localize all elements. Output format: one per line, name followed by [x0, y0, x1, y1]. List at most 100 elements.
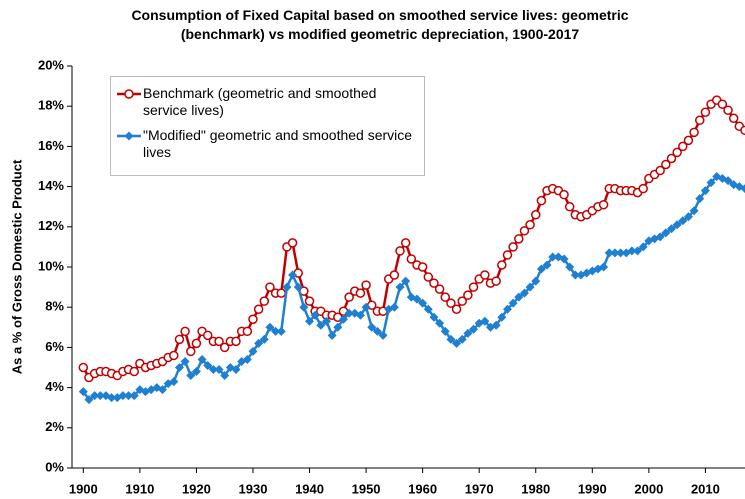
- data-point: [508, 242, 518, 252]
- legend-label: "Modified" geometric and smoothed servic…: [143, 127, 413, 160]
- data-point: [429, 312, 439, 322]
- data-point: [604, 248, 614, 258]
- data-point: [599, 262, 609, 272]
- data-point: [174, 334, 185, 345]
- data-point: [502, 250, 513, 260]
- data-point: [695, 115, 705, 126]
- data-point: [310, 310, 320, 320]
- data-point: [84, 395, 94, 405]
- data-point: [480, 316, 490, 326]
- data-point: [180, 356, 190, 366]
- data-point: [219, 342, 230, 353]
- data-point: [446, 298, 456, 308]
- data-point: [423, 304, 433, 314]
- data-point: [401, 276, 411, 286]
- data-point: [469, 324, 479, 334]
- data-point: [395, 246, 405, 256]
- data-point: [344, 308, 354, 318]
- data-point: [169, 350, 179, 361]
- data-point: [333, 322, 343, 332]
- data-point: [191, 338, 202, 349]
- data-point: [265, 282, 275, 292]
- data-point: [463, 328, 473, 338]
- data-point: [220, 371, 230, 381]
- data-point: [78, 387, 88, 397]
- data-point: [491, 320, 501, 330]
- data-point: [202, 330, 213, 341]
- data-point: [276, 326, 286, 336]
- data-point: [497, 260, 507, 270]
- data-point: [191, 367, 201, 377]
- data-point: [627, 246, 637, 256]
- data-point: [559, 254, 569, 264]
- y-tick-label: 16%: [38, 138, 64, 153]
- data-point: [564, 201, 575, 212]
- x-tick-label: 1970: [465, 481, 494, 496]
- data-point: [598, 199, 609, 210]
- y-axis-label: As a % of Gross Domestic Product: [9, 159, 24, 374]
- data-point: [389, 302, 399, 312]
- y-tick-label: 20%: [38, 57, 64, 72]
- data-point: [248, 346, 258, 356]
- data-point: [208, 365, 218, 375]
- data-point: [457, 334, 467, 344]
- x-tick-label: 1920: [182, 481, 211, 496]
- data-point: [508, 298, 518, 308]
- data-point: [316, 320, 326, 330]
- legend-item: "Modified" geometric and smoothed servic…: [115, 127, 420, 161]
- x-tick-label: 2010: [691, 481, 720, 496]
- data-point: [519, 288, 529, 298]
- x-tick-label: 1960: [408, 481, 437, 496]
- data-point: [203, 360, 213, 370]
- data-point: [497, 312, 507, 322]
- y-tick-label: 12%: [38, 218, 64, 233]
- data-point: [457, 296, 467, 306]
- data-point: [197, 354, 207, 364]
- data-point: [440, 292, 451, 302]
- data-point: [107, 393, 117, 403]
- data-point: [293, 282, 303, 292]
- data-point: [689, 206, 699, 216]
- x-tick-label: 1930: [239, 481, 268, 496]
- data-point: [548, 252, 558, 262]
- legend-swatch: [117, 131, 141, 141]
- x-tick-label: 1900: [69, 481, 98, 496]
- data-point: [570, 270, 580, 280]
- data-point: [299, 302, 309, 312]
- data-point: [259, 296, 270, 306]
- data-point: [689, 127, 699, 138]
- data-point: [129, 366, 139, 377]
- data-point: [655, 232, 665, 242]
- data-point: [305, 316, 315, 326]
- data-point: [338, 314, 348, 324]
- y-tick-label: 8%: [45, 299, 64, 314]
- data-point: [435, 318, 445, 328]
- data-point: [695, 194, 705, 204]
- data-point: [740, 125, 745, 136]
- data-point: [655, 165, 665, 176]
- data-point: [259, 334, 269, 344]
- data-point: [321, 316, 331, 326]
- data-point: [530, 209, 541, 220]
- data-point: [638, 183, 648, 194]
- data-point: [723, 176, 733, 186]
- data-point: [253, 304, 264, 314]
- data-point: [265, 322, 275, 332]
- data-point: [446, 334, 456, 344]
- data-point: [242, 354, 252, 364]
- data-point: [633, 246, 643, 256]
- data-point: [468, 282, 479, 292]
- data-point: [514, 292, 524, 302]
- data-point: [361, 280, 371, 290]
- data-point: [214, 336, 224, 347]
- data-point: [700, 186, 710, 196]
- data-point: [400, 238, 411, 248]
- data-point: [90, 391, 100, 401]
- legend-marker: [124, 89, 134, 99]
- data-point: [565, 262, 575, 272]
- data-point: [451, 304, 462, 314]
- x-tick-label: 1940: [295, 481, 324, 496]
- data-point: [491, 276, 501, 286]
- data-point: [95, 391, 105, 401]
- data-point: [717, 99, 728, 109]
